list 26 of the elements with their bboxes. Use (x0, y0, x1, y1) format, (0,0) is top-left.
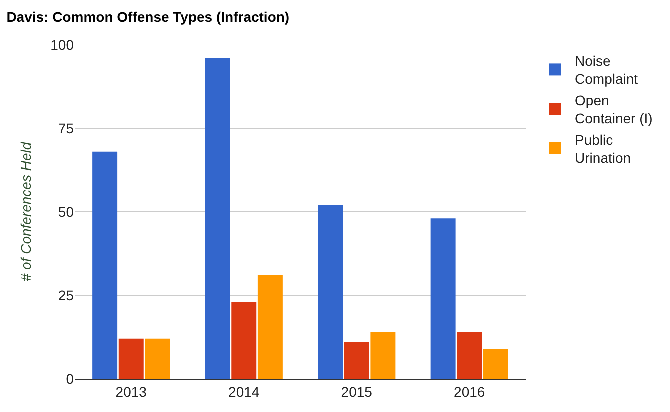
y-tick-label: 25 (58, 287, 74, 304)
bar (145, 338, 170, 379)
x-tick-label: 2016 (454, 384, 486, 400)
bar (344, 342, 370, 379)
bar (92, 152, 118, 379)
x-tick-label: 2015 (341, 384, 373, 400)
legend-label: Public Urination (575, 132, 632, 166)
legend-label: Noise Complaint (575, 53, 638, 88)
y-axis-title: # of Conferences Held (18, 141, 34, 282)
y-tick-label: 75 (58, 120, 74, 136)
y-tick-label: 50 (58, 204, 74, 220)
chart-title: Davis: Common Offense Types (Infraction) (6, 9, 290, 26)
x-tick-label: 2014 (228, 384, 260, 400)
bar (118, 338, 144, 379)
bar (205, 58, 230, 379)
bar (430, 218, 456, 379)
bar (483, 348, 508, 379)
bar (457, 332, 482, 379)
bar (258, 275, 283, 379)
bar (318, 205, 344, 379)
y-tick-label: 100 (50, 36, 74, 53)
y-tick-label: 0 (66, 370, 74, 387)
x-tick-label: 2013 (116, 384, 148, 400)
bar (232, 302, 257, 379)
legend-label: Open Container (I) (575, 92, 653, 127)
bar (370, 332, 396, 379)
